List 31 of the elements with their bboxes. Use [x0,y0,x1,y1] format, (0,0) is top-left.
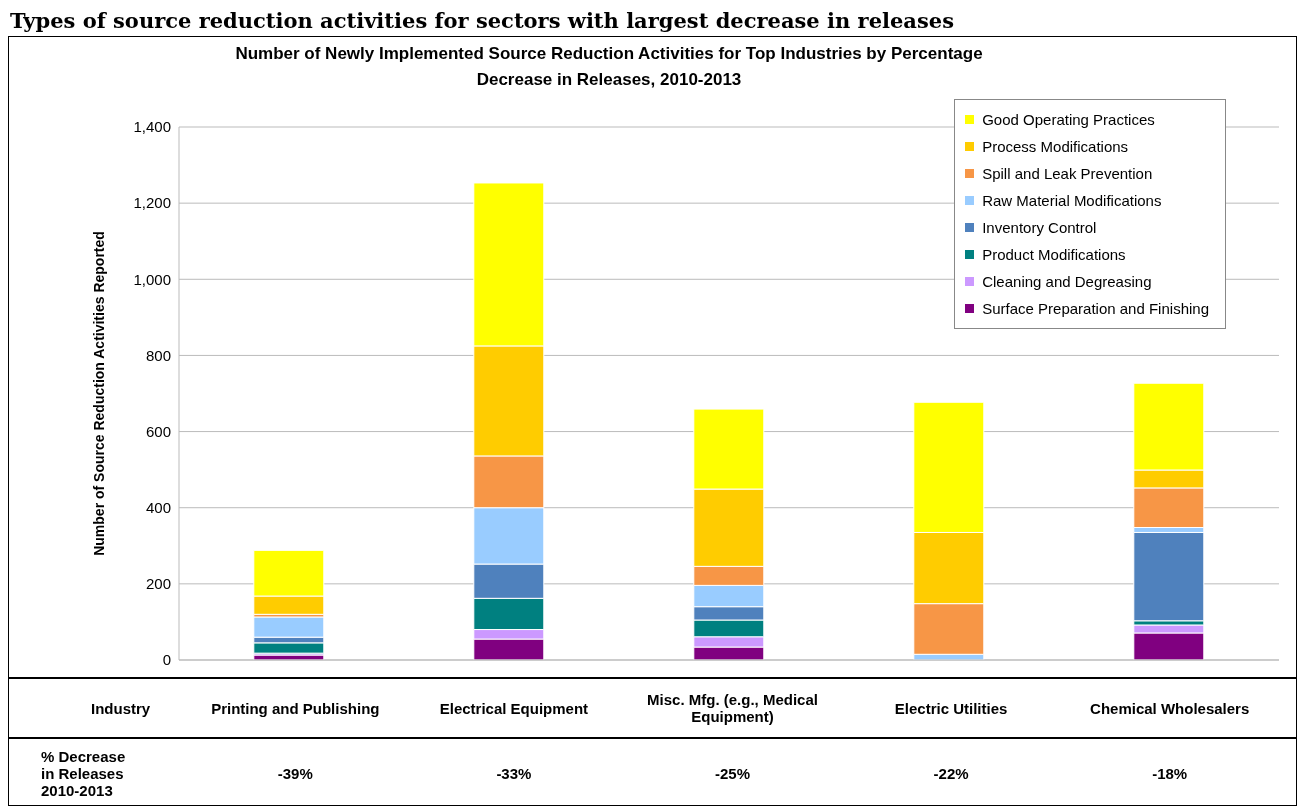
legend-label: Spill and Leak Prevention [982,165,1153,182]
y-tick-label: 800 [145,346,171,364]
chart-title: Number of Newly Implemented Source Reduction Activities for Top Industries by Percentage Decrease in Releases, 2010-2013 [234,43,984,91]
legend-label: Inventory Control [982,219,1097,236]
legend-label: Raw Material Modifications [982,192,1162,209]
y-axis-title: Number of Source Reduction Activities Reported [90,231,107,556]
legend-label: Good Operating Practices [982,111,1155,128]
text: -33% [495,764,533,782]
x-tick-label: Chemical Wholesalers [1089,699,1251,717]
y-tick-label: 1,400 [133,118,171,136]
legend-label: Product Modifications [982,246,1126,263]
y-tick-label: 0 [162,651,171,669]
text: -18% [1151,764,1189,782]
x-tick-label: Electric Utilities [893,699,1009,717]
x-tick-label: Electrical Equipment [438,699,590,717]
text: Industry [91,699,152,717]
x-tick-label: Misc. Mfg. (e.g., Medical Equipment) [646,691,819,725]
text: Types of source reduction activities for sectors with largest decrease in releases [9,8,955,35]
y-tick-label: 400 [145,499,171,517]
text: -25% [713,764,751,782]
legend-label: Process Modifications [982,138,1129,155]
y-tick-label: 600 [145,422,171,440]
text: -39% [276,764,314,782]
text: -22% [932,764,970,782]
y-tick-label: 1,000 [133,270,171,288]
text: % Decrease in Releases 2010-2013 [41,747,127,799]
legend-label: Surface Preparation and Finishing [982,300,1209,317]
x-tick-label: Printing and Publishing [210,699,381,717]
y-tick-label: 200 [145,575,171,593]
y-tick-label: 1,200 [133,194,171,212]
legend-label: Cleaning and Degreasing [982,273,1152,290]
